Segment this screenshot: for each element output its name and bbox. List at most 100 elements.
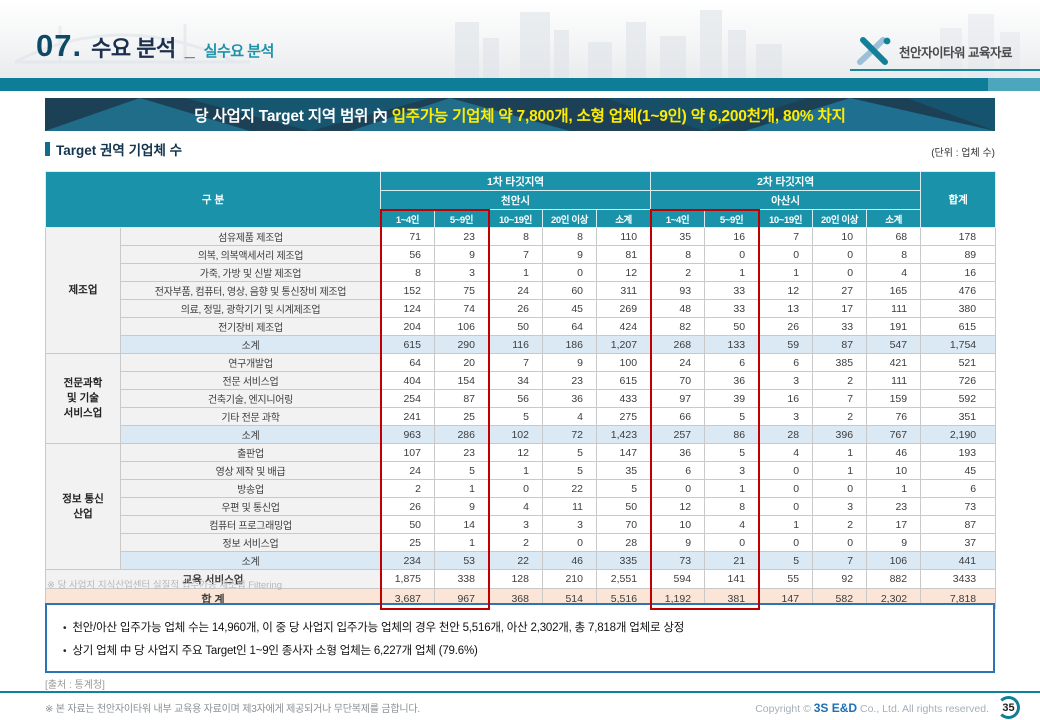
value-cell: 210 xyxy=(542,569,597,589)
company-brand: 3S E&D xyxy=(813,700,858,715)
corner-header: 구 분 xyxy=(45,171,381,228)
value-cell: 193 xyxy=(920,443,997,462)
value-cell: 45 xyxy=(542,299,597,318)
value-cell: 128 xyxy=(488,569,543,589)
value-cell: 34 xyxy=(488,371,543,390)
section-number: 07. xyxy=(36,28,83,63)
value-cell: 186 xyxy=(542,335,597,354)
value-cell: 3 xyxy=(542,515,597,534)
value-cell: 60 xyxy=(542,281,597,300)
value-cell: 82 xyxy=(650,317,706,336)
value-cell: 547 xyxy=(866,335,922,354)
xi-logo-icon xyxy=(857,37,891,65)
value-cell: 0 xyxy=(704,533,760,552)
value-cell: 4 xyxy=(542,407,597,426)
page-title: 07. 수요 분석 _ 실수요 분석 xyxy=(36,28,274,64)
value-cell: 10 xyxy=(866,461,922,480)
value-cell: 8 xyxy=(488,227,543,246)
value-cell: 12 xyxy=(488,443,543,462)
value-cell: 87 xyxy=(434,389,489,408)
value-cell: 64 xyxy=(380,353,435,372)
banner-highlight-text: 입주가능 기업체 약 7,800개, 소형 업체(1~9인) 약 6,200천개… xyxy=(391,107,846,125)
value-cell: 286 xyxy=(434,425,489,444)
value-cell: 89 xyxy=(920,245,997,264)
value-cell: 5 xyxy=(542,443,597,462)
value-cell: 1 xyxy=(704,479,760,498)
value-cell: 3 xyxy=(758,407,814,426)
value-cell: 1,207 xyxy=(595,335,652,354)
value-cell: 102 xyxy=(488,425,543,444)
value-cell: 9 xyxy=(542,245,597,264)
value-cell: 12 xyxy=(758,281,814,300)
value-cell: 338 xyxy=(434,569,489,589)
row-label-cell: 기타 전문 과학 xyxy=(120,407,381,426)
size-band-header: 10~19인 xyxy=(758,209,814,228)
header-divider-accent xyxy=(988,78,1040,91)
table-row: 제조업 섬유제품 제조업 71 23 8 8 110 35 16 7 10 68 178 xyxy=(45,227,997,354)
title-marker xyxy=(45,142,50,156)
value-cell: 6 xyxy=(650,461,706,480)
row-label-cell: 소계 xyxy=(120,551,381,570)
value-cell: 7 xyxy=(812,551,868,570)
value-cell: 1 xyxy=(758,263,814,282)
value-cell: 36 xyxy=(542,389,597,408)
footer-note: ※ 본 자료는 천안자이타워 내부 교육용 자료이며 제3자에게 제공되거나 무… xyxy=(45,704,420,715)
table-title-text: Target 권역 기업체 수 xyxy=(56,143,183,158)
filter-footnote: ※ 당 사업지 지식산업센터 실질적 입주가능 제조업 Filtering xyxy=(47,580,283,591)
value-cell: 25 xyxy=(434,407,489,426)
value-cell: 0 xyxy=(758,461,814,480)
company-count-table: 구 분 1차 타깃지역 2차 타깃지역 합계 천안시 아산시 1~4인 5~9인 10~19인 2… xyxy=(45,171,997,609)
header-row: 천안시 아산시 xyxy=(46,190,996,210)
row-label-cell: 가죽, 가방 및 신발 제조업 xyxy=(120,263,381,282)
cityscape-art xyxy=(14,10,1020,78)
value-cell: 22 xyxy=(542,479,597,498)
value-cell: 66 xyxy=(650,407,706,426)
value-cell: 178 xyxy=(920,227,997,246)
value-cell: 8 xyxy=(380,263,435,282)
value-cell: 25 xyxy=(380,533,435,552)
value-cell: 27 xyxy=(812,281,868,300)
row-label-cell: 소계 xyxy=(120,425,381,444)
city-header: 아산시 xyxy=(650,190,922,210)
value-cell: 335 xyxy=(595,551,652,570)
value-cell: 0 xyxy=(812,533,868,552)
value-cell: 17 xyxy=(866,515,922,534)
value-cell: 9 xyxy=(650,533,706,552)
value-cell: 50 xyxy=(595,497,652,516)
row-label-cell: 의료, 정밀, 광학기기 및 시계제조업 xyxy=(120,299,381,318)
value-cell: 26 xyxy=(488,299,543,318)
value-cell: 3 xyxy=(434,263,489,282)
row-label-cell: 우편 및 통신업 xyxy=(120,497,381,516)
value-cell: 521 xyxy=(920,353,997,372)
value-cell: 433 xyxy=(595,389,652,408)
value-cell: 4 xyxy=(758,443,814,462)
value-cell: 385 xyxy=(812,353,868,372)
row-label-cell: 정보 서비스업 xyxy=(120,533,381,552)
header-divider-bar xyxy=(0,78,1040,91)
group-label-cell: 정보 통신 산업 xyxy=(45,443,121,570)
row-label-cell: 의복, 의복액세서리 제조업 xyxy=(120,245,381,264)
value-cell: 100 xyxy=(595,353,652,372)
value-cell: 35 xyxy=(650,227,706,246)
banner-lead-text: 당 사업지 Target 지역 범위 內 xyxy=(194,107,392,125)
section-subtitle: 실수요 분석 xyxy=(203,43,275,60)
summary-bullet-text: 상기 업체 中 당 사업지 주요 Target인 1~9인 종사자 소형 업체는… xyxy=(72,644,478,657)
group-label-cell: 제조업 xyxy=(45,227,121,354)
value-cell: 87 xyxy=(920,515,997,534)
value-cell: 5 xyxy=(595,479,652,498)
value-cell: 50 xyxy=(488,317,543,336)
value-cell: 9 xyxy=(434,497,489,516)
value-cell: 1 xyxy=(866,479,922,498)
row-label-cell: 연구개발업 xyxy=(120,353,381,372)
footer-divider xyxy=(0,691,1040,693)
value-cell: 2 xyxy=(380,479,435,498)
value-cell: 7 xyxy=(812,389,868,408)
value-cell: 0 xyxy=(812,245,868,264)
value-cell: 290 xyxy=(434,335,489,354)
summary-bullet-text: 천안/아산 입주가능 업체 수는 14,960개, 이 중 당 사업지 입주가능… xyxy=(72,621,685,634)
value-cell: 269 xyxy=(595,299,652,318)
value-cell: 159 xyxy=(866,389,922,408)
value-cell: 275 xyxy=(595,407,652,426)
summary-bullet: • 천안/아산 입주가능 업체 수는 14,960개, 이 중 당 사업지 입주… xyxy=(63,619,977,635)
source-label: [출처 : 통계청] xyxy=(45,680,105,691)
